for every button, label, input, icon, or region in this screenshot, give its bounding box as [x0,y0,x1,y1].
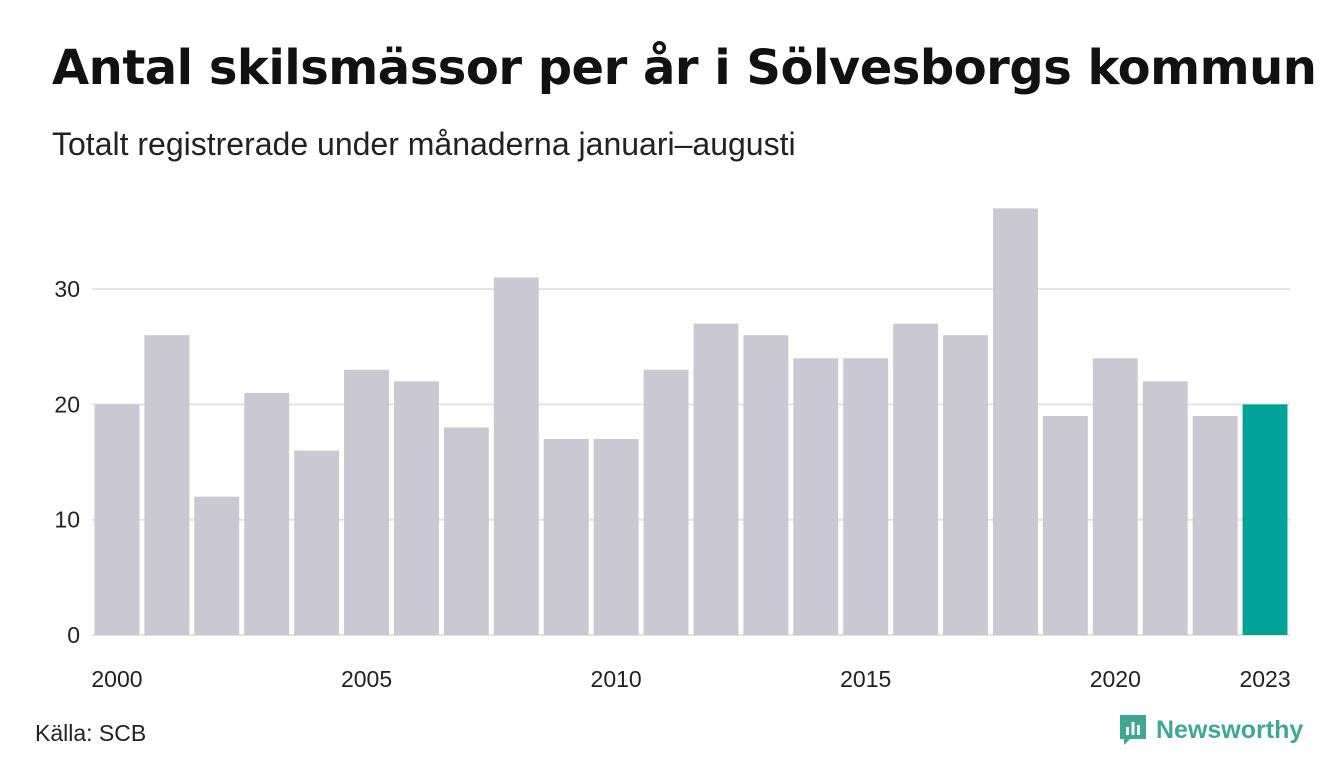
bar-2018 [993,208,1038,635]
grid-lines [92,288,1290,636]
bar-2019 [1042,415,1088,635]
bar-2000 [94,404,140,635]
bar-2004 [294,450,340,635]
bar-2017 [943,335,988,635]
source-note: Källa: SCB [35,720,147,746]
bar-2002 [194,496,240,635]
x-axis-ticks: 2000 2005 2010 2015 2020 2023 [91,666,1290,692]
bar-2014 [793,358,839,635]
bar-2016 [893,323,939,635]
bar-2021 [1142,381,1188,635]
bar-2009 [543,438,589,635]
newsworthy-logo-icon [1120,715,1146,745]
bar-2015 [843,358,889,635]
bar-2007 [443,427,489,635]
y-tick-label: 10 [54,507,80,533]
chart-subtitle: Totalt registrerade under månaderna janu… [52,126,796,162]
bar-2023 [1242,404,1288,635]
y-tick-label: 20 [54,391,80,417]
bar-2020 [1092,358,1138,635]
bar-2010 [593,438,639,635]
y-tick-label: 30 [54,276,80,302]
bar-2013 [743,335,789,635]
bar-2006 [394,381,439,635]
bar-2012 [693,323,739,635]
x-tick-label: 2005 [341,666,392,692]
bar-2022 [1192,415,1238,635]
x-tick-label: 2010 [591,666,642,692]
bar-2008 [493,277,539,635]
bars [94,208,1288,635]
bar-2005 [344,369,389,635]
chart-title: Antal skilsmässor per år i Sölvesborgs k… [52,40,1317,96]
x-tick-label: 2015 [840,666,891,692]
x-tick-label: 2000 [91,666,142,692]
x-tick-label: 2020 [1090,666,1141,692]
brand-name: Newsworthy [1156,715,1304,744]
y-axis-ticks: 0 10 20 30 [54,276,80,648]
x-tick-label: 2023 [1239,666,1290,692]
brand-logo[interactable]: Newsworthy [1118,713,1303,747]
bar-chart: 0 10 20 30 2000 2005 2010 2015 2020 2023 [54,208,1291,692]
bar-2011 [643,369,689,635]
y-tick-label: 0 [67,622,80,648]
bar-2003 [244,392,290,635]
bar-2001 [144,335,190,635]
